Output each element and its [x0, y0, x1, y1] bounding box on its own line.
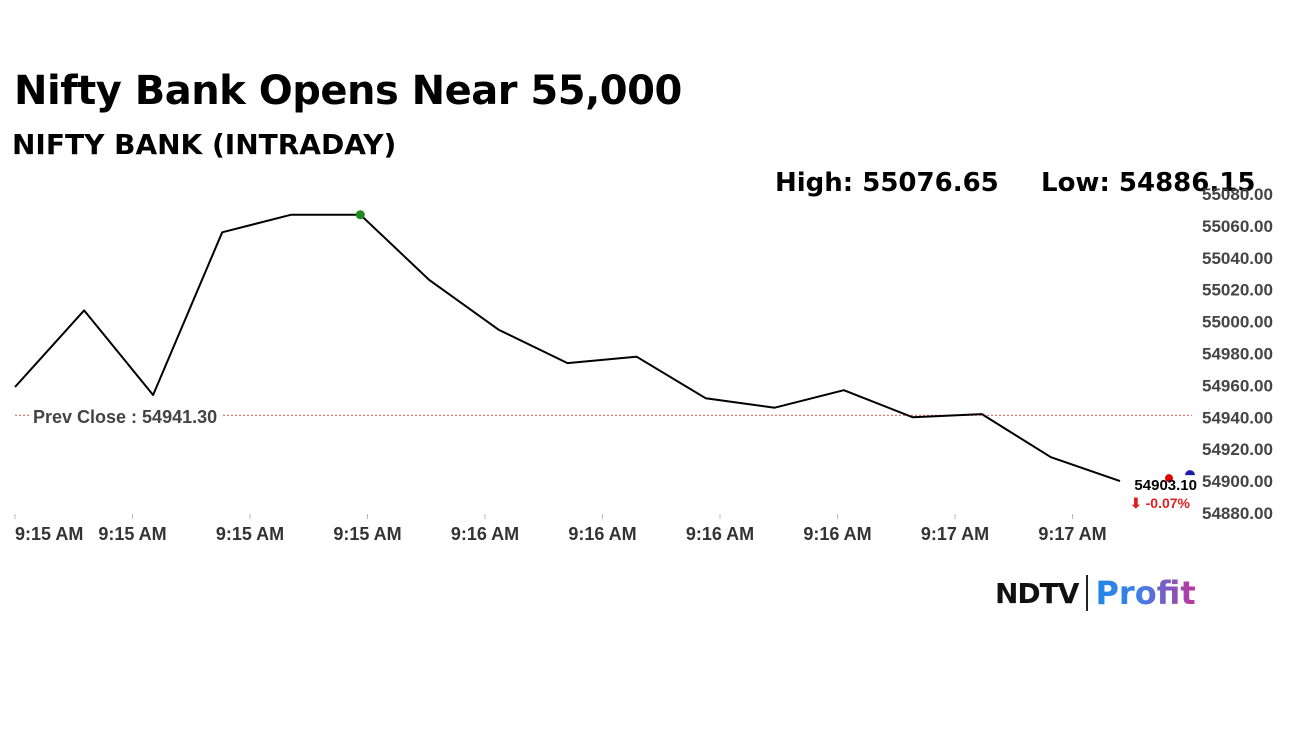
x-tick-label: 9:15 AM: [98, 524, 166, 544]
x-tick-label: 9:15 AM: [15, 524, 83, 544]
x-tick-label: 9:16 AM: [451, 524, 519, 544]
last-change-label: ⬇ -0.07%: [1130, 495, 1191, 511]
x-tick-label: 9:17 AM: [1038, 524, 1106, 544]
x-tick-label: 9:16 AM: [686, 524, 754, 544]
x-tick-label: 9:15 AM: [216, 524, 284, 544]
y-tick-label: 55040.00: [1202, 249, 1273, 268]
y-tick-label: 54880.00: [1202, 504, 1273, 523]
y-tick-label: 55080.00: [1202, 185, 1273, 204]
last-price-marker: [1165, 474, 1173, 483]
last-price-label: 54903.10: [1134, 477, 1197, 494]
low-stat: Low: 54886.15: [1041, 168, 1256, 198]
y-axis-ticks: 54880.00 54900.00 54920.00 54940.00 54960.00…: [1202, 185, 1273, 523]
y-tick-label: 54900.00: [1202, 472, 1273, 491]
x-tick-label: 9:17 AM: [921, 524, 989, 544]
logo-profit: Profit: [1095, 574, 1196, 612]
prev-close-label-background: [29, 406, 222, 429]
high-stat: High: 55076.65: [775, 168, 999, 198]
y-tick-label: 55020.00: [1202, 281, 1273, 300]
y-tick-label: 54960.00: [1202, 376, 1273, 395]
high-marker: [355, 210, 365, 220]
y-tick-label: 54940.00: [1202, 408, 1273, 427]
y-tick-label: 55000.00: [1202, 313, 1273, 332]
y-tick-label: 54980.00: [1202, 345, 1273, 364]
headline: Nifty Bank Opens Near 55,000: [14, 68, 682, 114]
prev-close-label: Prev Close : 54941.30: [33, 407, 217, 427]
y-tick-label: 55060.00: [1202, 217, 1273, 236]
end-marker: [1185, 470, 1195, 476]
y-tick-label: 54920.00: [1202, 440, 1273, 459]
x-tick-label: 9:16 AM: [568, 524, 636, 544]
price-line: [14, 213, 1121, 483]
logo-ndtv: NDTV: [995, 576, 1079, 610]
x-tick-label: 9:16 AM: [803, 524, 871, 544]
ndtv-profit-logo: NDTV Profit: [995, 572, 1196, 614]
chart-subtitle: NIFTY BANK (INTRADAY): [12, 128, 397, 161]
x-tick-label: 9:15 AM: [333, 524, 401, 544]
x-axis-ticks: 9:15 AM 9:15 AM 9:15 AM 9:15 AM 9:16 AM 9:16 …: [14, 514, 1107, 544]
logo-separator: [1086, 575, 1089, 611]
